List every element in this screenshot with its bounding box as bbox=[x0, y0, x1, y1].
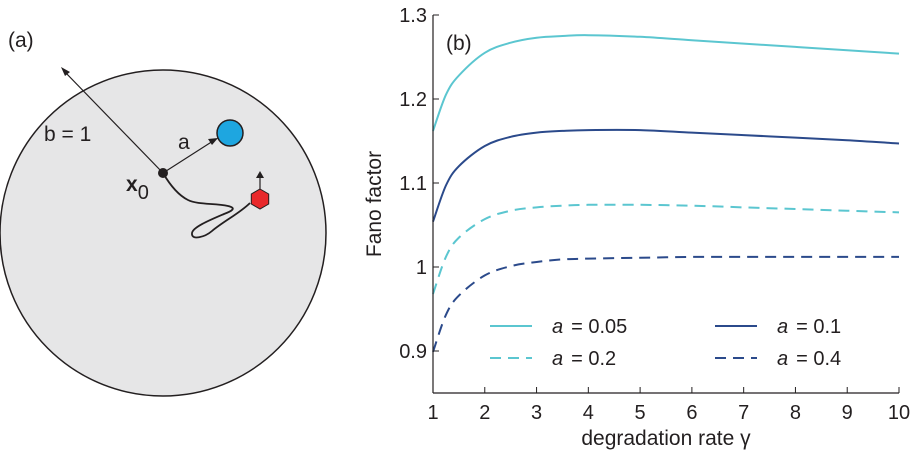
chart-curves bbox=[432, 34, 900, 353]
distance-arrow-line bbox=[162, 140, 214, 174]
radius-arrow-line bbox=[63, 70, 164, 174]
legend-value: = 0.1 bbox=[796, 316, 841, 338]
series-line-2 bbox=[432, 203, 900, 295]
legend-value: = 0.4 bbox=[796, 348, 841, 370]
y-axis-title: Fano factor bbox=[363, 151, 386, 257]
origin-label-subscript: 0 bbox=[138, 182, 149, 204]
x-tick-label: 5 bbox=[635, 402, 646, 424]
chart-panel-b: 1 2 3 4 5 6 7 8 9 10 0.9 1 1.1 1.2 1.3 (b) degradatio… bbox=[363, 5, 910, 450]
legend-variable: a bbox=[777, 316, 788, 338]
legend-value: = 0.2 bbox=[571, 348, 616, 370]
x-tick-label: 6 bbox=[686, 402, 697, 424]
particle-arrowhead bbox=[256, 171, 264, 178]
random-walk-path bbox=[162, 172, 251, 239]
y-tick-label: 1.1 bbox=[399, 173, 427, 195]
legend-variable: a bbox=[552, 316, 563, 338]
legend-variable: a bbox=[777, 348, 788, 370]
panel-a-diagram: (a) b = 1 a x0 bbox=[0, 29, 327, 397]
y-tick-label: 1.2 bbox=[399, 89, 427, 111]
x-tick-label: 4 bbox=[583, 402, 594, 424]
x-tick-label: 10 bbox=[888, 402, 910, 424]
x-tick-label: 2 bbox=[479, 402, 490, 424]
panel-b-label: (b) bbox=[446, 32, 472, 55]
origin-label: x0 bbox=[126, 173, 149, 204]
radius-arrowhead bbox=[61, 67, 70, 76]
y-tick-label: 1.3 bbox=[399, 5, 427, 27]
target-circle bbox=[216, 119, 244, 147]
x-tick-label: 8 bbox=[790, 402, 801, 424]
legend-variable: a bbox=[552, 348, 563, 370]
chart-legend: a = 0.05 a = 0.1 a = 0.2 a = 0.4 bbox=[490, 316, 841, 370]
legend-entry-1: a = 0.1 bbox=[777, 316, 841, 338]
radius-label: b = 1 bbox=[44, 123, 91, 146]
x-tick-label: 3 bbox=[531, 402, 542, 424]
plot-area bbox=[433, 15, 899, 393]
x-tick-label: 7 bbox=[738, 402, 749, 424]
series-line-0 bbox=[432, 34, 900, 132]
panel-a-label: (a) bbox=[8, 29, 34, 52]
x-axis-ticks: 1 2 3 4 5 6 7 8 9 10 bbox=[427, 387, 910, 424]
legend-entry-0: a = 0.05 bbox=[552, 316, 627, 338]
legend-value: = 0.05 bbox=[571, 316, 627, 338]
y-tick-label: 0.9 bbox=[399, 341, 427, 363]
y-axis-ticks: 0.9 1 1.1 1.2 1.3 bbox=[399, 5, 439, 363]
series-line-1 bbox=[432, 128, 900, 222]
particle-hexagon bbox=[250, 188, 270, 210]
x-tick-label: 1 bbox=[427, 402, 438, 424]
legend-entry-3: a = 0.4 bbox=[777, 348, 841, 370]
x-axis-title: degradation rate γ bbox=[581, 427, 751, 450]
y-tick-label: 1 bbox=[416, 257, 427, 279]
x-tick-label: 9 bbox=[842, 402, 853, 424]
distance-label: a bbox=[178, 131, 190, 154]
legend-entry-2: a = 0.2 bbox=[552, 348, 616, 370]
origin-label-main: x bbox=[126, 173, 138, 196]
series-line-3 bbox=[432, 255, 899, 353]
distance-arrowhead bbox=[208, 138, 218, 145]
domain-disk bbox=[0, 69, 327, 397]
